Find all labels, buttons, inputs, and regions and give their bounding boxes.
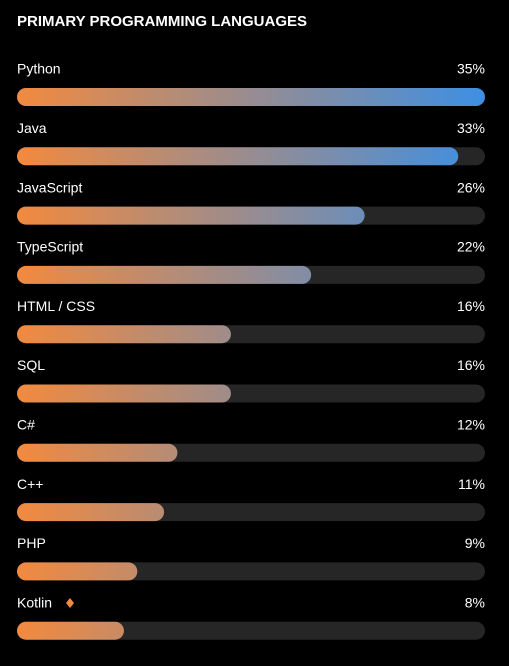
bar (17, 443, 178, 462)
bar (17, 206, 365, 225)
category-label: Python (17, 61, 61, 77)
category-label: JavaScript (17, 179, 82, 195)
bar (17, 147, 459, 166)
value-label: 16% (457, 298, 485, 314)
value-label: 35% (457, 61, 485, 77)
value-label: 33% (457, 120, 485, 136)
value-label: 26% (457, 179, 485, 195)
track (17, 621, 485, 640)
value-label: 9% (465, 535, 485, 551)
category-label: C# (17, 417, 35, 433)
value-label: 8% (465, 594, 485, 610)
highlight-icon (66, 598, 74, 608)
bar (17, 88, 485, 106)
value-label: 12% (457, 417, 485, 433)
category-label: TypeScript (17, 239, 83, 255)
bar (17, 325, 231, 344)
bar (17, 621, 124, 640)
bar (17, 384, 231, 403)
category-label: Kotlin (17, 594, 52, 610)
bar (17, 265, 312, 284)
bar (17, 562, 138, 581)
category-label: PHP (17, 535, 46, 551)
category-label: HTML / CSS (17, 298, 95, 314)
value-label: 22% (457, 239, 485, 255)
category-label: C++ (17, 476, 43, 492)
category-label: Java (17, 120, 47, 136)
chart-title: PRIMARY PROGRAMMING LANGUAGES (17, 13, 307, 30)
category-label: SQL (17, 357, 45, 373)
value-label: 11% (458, 476, 485, 492)
value-label: 16% (457, 357, 485, 373)
bar (17, 503, 165, 522)
